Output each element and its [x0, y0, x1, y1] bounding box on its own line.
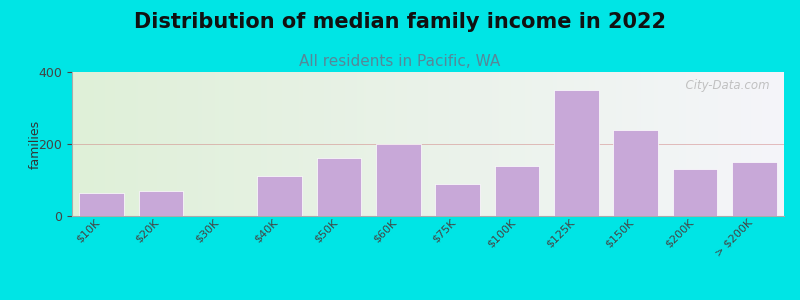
Bar [317, 158, 362, 216]
Bar [435, 184, 480, 216]
Bar [732, 162, 777, 216]
Bar [554, 90, 598, 216]
Bar [614, 130, 658, 216]
Bar [79, 193, 124, 216]
Text: Distribution of median family income in 2022: Distribution of median family income in … [134, 12, 666, 32]
Text: All residents in Pacific, WA: All residents in Pacific, WA [299, 54, 501, 69]
Y-axis label: families: families [29, 119, 42, 169]
Text: City-Data.com: City-Data.com [678, 79, 770, 92]
Bar [138, 191, 183, 216]
Bar [258, 176, 302, 216]
Bar [673, 169, 718, 216]
Bar [376, 144, 421, 216]
Bar [494, 166, 539, 216]
